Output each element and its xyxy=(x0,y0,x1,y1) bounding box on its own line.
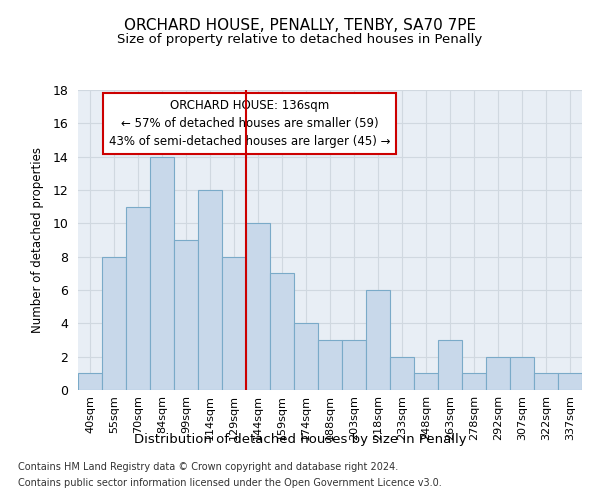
Bar xyxy=(198,190,222,390)
Bar xyxy=(510,356,534,390)
Bar xyxy=(438,340,462,390)
Bar xyxy=(126,206,150,390)
Y-axis label: Number of detached properties: Number of detached properties xyxy=(31,147,44,333)
Bar xyxy=(366,290,390,390)
Bar xyxy=(558,374,582,390)
Bar xyxy=(318,340,342,390)
Bar xyxy=(102,256,126,390)
Text: Distribution of detached houses by size in Penally: Distribution of detached houses by size … xyxy=(134,432,466,446)
Text: ORCHARD HOUSE: 136sqm
← 57% of detached houses are smaller (59)
43% of semi-deta: ORCHARD HOUSE: 136sqm ← 57% of detached … xyxy=(109,99,390,148)
Bar xyxy=(342,340,366,390)
Bar xyxy=(174,240,198,390)
Bar xyxy=(486,356,510,390)
Bar xyxy=(390,356,414,390)
Bar xyxy=(150,156,174,390)
Bar xyxy=(462,374,486,390)
Bar xyxy=(414,374,438,390)
Bar xyxy=(78,374,102,390)
Text: ORCHARD HOUSE, PENALLY, TENBY, SA70 7PE: ORCHARD HOUSE, PENALLY, TENBY, SA70 7PE xyxy=(124,18,476,32)
Bar xyxy=(534,374,558,390)
Text: Contains public sector information licensed under the Open Government Licence v3: Contains public sector information licen… xyxy=(18,478,442,488)
Bar xyxy=(222,256,246,390)
Text: Contains HM Land Registry data © Crown copyright and database right 2024.: Contains HM Land Registry data © Crown c… xyxy=(18,462,398,472)
Bar xyxy=(270,274,294,390)
Text: Size of property relative to detached houses in Penally: Size of property relative to detached ho… xyxy=(118,32,482,46)
Bar xyxy=(246,224,270,390)
Bar xyxy=(294,324,318,390)
